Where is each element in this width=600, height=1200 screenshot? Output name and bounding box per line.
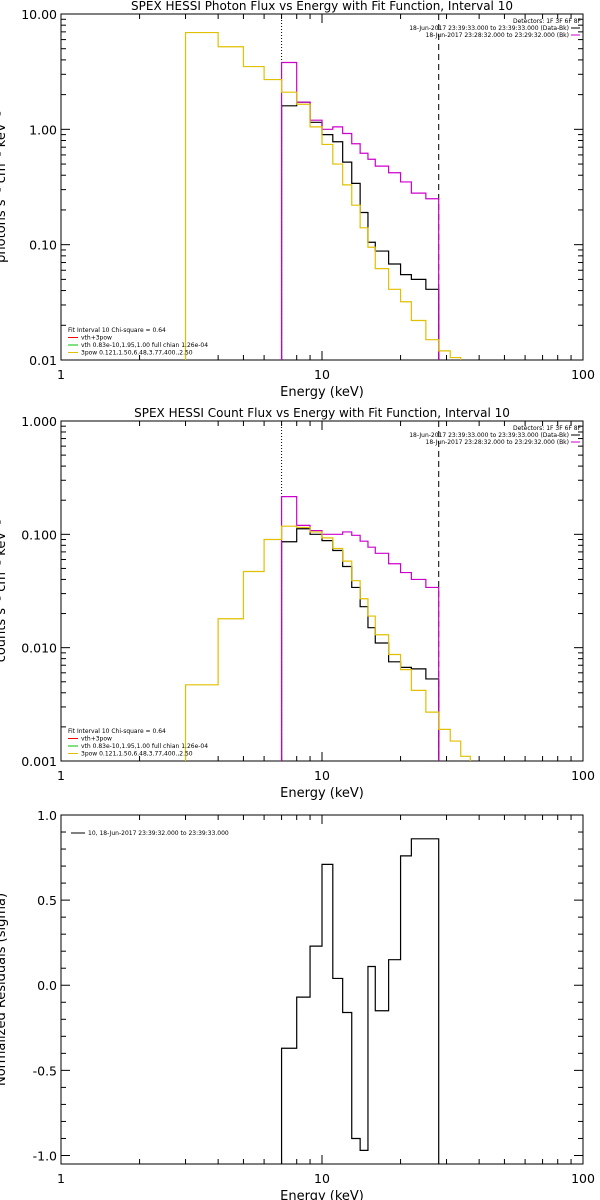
legend-entry: vth 0.83e-10,1.95,1.00 full chian 1.26e-…	[81, 342, 208, 349]
x-tick-label: 1	[57, 367, 65, 382]
x-tick-label: 100	[571, 768, 595, 783]
x-axis-label: Energy (keV)	[280, 786, 364, 801]
chart-title: SPEX HESSI Photon Flux vs Energy with Fi…	[131, 0, 513, 13]
y-tick-label: 0.010	[21, 641, 57, 656]
legend-top-left: 10, 18-Jun-2017 23:39:32.000 to 23:39:33…	[71, 830, 229, 837]
y-tick-label: 1.000	[21, 414, 57, 429]
series-1-histogram	[280, 838, 440, 1164]
legend-entry: Detectors: 1F 3F 6F 8F	[513, 425, 582, 432]
plot-frame	[60, 420, 584, 762]
y-tick-label: 10.00	[21, 7, 57, 22]
legend-entry: 3pow 0.121,1.50,6.48,3.77,400.,2.50	[81, 751, 193, 758]
legend-entry: Detectors: 1F 3F 6F 8F	[513, 18, 582, 25]
y-tick-label: 0.01	[29, 353, 57, 368]
series-3-histogram	[184, 31, 462, 360]
legend-entry: vth+3pow	[81, 335, 112, 342]
legend-entry: Fit Interval 10 Chi-square = 0.64	[68, 728, 166, 735]
x-tick-label: 100	[571, 1171, 595, 1186]
x-tick-label: 1	[57, 768, 65, 783]
y-tick-label: 0.100	[21, 527, 57, 542]
y-tick-label: 1.00	[29, 122, 57, 137]
y-tick-label: -1.0	[33, 1148, 57, 1163]
legend-entry: Fit Interval 10 Chi-square = 0.64	[68, 327, 166, 334]
chart-title: SPEX HESSI Count Flux vs Energy with Fit…	[134, 406, 510, 420]
x-axis-label: Energy (keV)	[280, 1189, 364, 1200]
series-2-histogram	[280, 496, 440, 761]
y-tick-label: 0.5	[37, 893, 57, 908]
y-axis-label: photons s⁻¹ cm⁻² keV⁻¹	[0, 111, 9, 263]
x-tick-label: 10	[314, 1171, 330, 1186]
series-3-histogram	[184, 525, 471, 761]
series-1-histogram	[280, 528, 440, 761]
x-tick-label: 10	[314, 768, 330, 783]
y-tick-label: 1.0	[37, 808, 57, 823]
series-1-histogram	[280, 101, 440, 360]
legend-entry: vth 0.83e-10,1.95,1.00 full chian 1.26e-…	[81, 743, 208, 750]
y-tick-label: 0.0	[37, 978, 57, 993]
legend-bottom-left: Fit Interval 10 Chi-square = 0.64vth+3po…	[68, 728, 208, 758]
legend-entry: 10, 18-Jun-2017 23:39:32.000 to 23:39:33…	[88, 830, 229, 837]
chart-3: 1 10 100 -1.0 -0.5 0.0 0.5 1.0 Energy (keV) Norma…	[0, 808, 595, 1200]
legend-entry: 18-Jun-2017 23:28:32.000 to 23:29:32.000…	[426, 439, 569, 446]
x-tick-label: 10	[314, 367, 330, 382]
x-axis-label: Energy (keV)	[280, 385, 364, 400]
y-tick-label: 0.10	[29, 238, 57, 253]
x-tick-label: 1	[57, 1171, 65, 1186]
y-tick-label: -0.5	[33, 1063, 57, 1078]
legend-entry: 3pow 0.121,1.50,6.48,3.77,400.,2.50	[81, 350, 193, 357]
legend-entry: 18-Jun-2017 23:39:33.000 to 23:39:33.000…	[409, 432, 569, 439]
legend-bottom-left: Fit Interval 10 Chi-square = 0.64vth+3po…	[68, 327, 208, 357]
legend-entry: 18-Jun-2017 23:28:32.000 to 23:29:32.000…	[426, 32, 569, 39]
legend-entry: 18-Jun-2017 23:39:33.000 to 23:39:33.000…	[409, 25, 569, 32]
x-tick-label: 100	[571, 367, 595, 382]
y-axis-label: counts s⁻¹ cm⁻² keV⁻¹	[0, 520, 9, 663]
chart-2: SPEX HESSI Count Flux vs Energy with Fit…	[0, 406, 595, 801]
y-tick-label: 0.001	[21, 754, 57, 769]
chart-1: SPEX HESSI Photon Flux vs Energy with Fi…	[0, 0, 595, 400]
plot-frame	[60, 13, 584, 361]
legend-entry: vth+3pow	[81, 736, 112, 743]
y-axis-label: Normalized Residuals (sigma)	[0, 893, 9, 1086]
